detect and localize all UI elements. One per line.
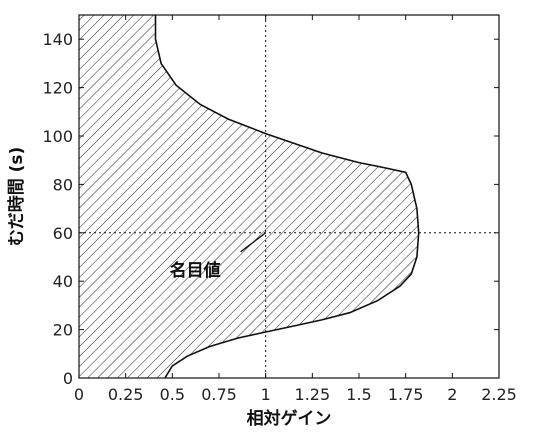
x-tick-label: 0.5 xyxy=(160,385,185,404)
x-tick-label: 0 xyxy=(74,385,84,404)
x-tick-label: 1.25 xyxy=(295,385,331,404)
y-tick-label: 100 xyxy=(42,127,73,146)
x-axis-label: 相対ゲイン xyxy=(247,408,332,429)
x-tick-label: 2 xyxy=(447,385,457,404)
y-tick-label: 40 xyxy=(53,272,73,291)
y-tick-label: 80 xyxy=(53,175,73,194)
x-tick-label: 1.75 xyxy=(388,385,424,404)
x-tick-label: 1.5 xyxy=(346,385,371,404)
x-tick-label: 1 xyxy=(261,385,271,404)
y-tick-label: 120 xyxy=(42,79,73,98)
y-tick-label: 60 xyxy=(53,224,73,243)
y-tick-label: 0 xyxy=(63,369,73,388)
y-axis: 0 20 40 60 80 100 120 140 xyxy=(42,30,499,388)
annotation-nominal-value: 名目値 xyxy=(170,260,221,281)
y-axis-label: むだ時間 (s) xyxy=(6,147,27,247)
feasible-region xyxy=(79,15,419,378)
region-boundary xyxy=(154,15,420,378)
y-tick-label: 20 xyxy=(53,321,73,340)
annotation-leader xyxy=(240,232,267,253)
x-tick-label: 2.25 xyxy=(481,385,517,404)
x-axis: 0 0.25 0.5 0.75 1 1.25 1.5 1.75 2 2.25 xyxy=(74,15,517,404)
y-tick-label: 140 xyxy=(42,30,73,49)
x-tick-label: 0.75 xyxy=(201,385,237,404)
plot-area xyxy=(78,14,500,379)
x-tick-label: 0.25 xyxy=(108,385,144,404)
